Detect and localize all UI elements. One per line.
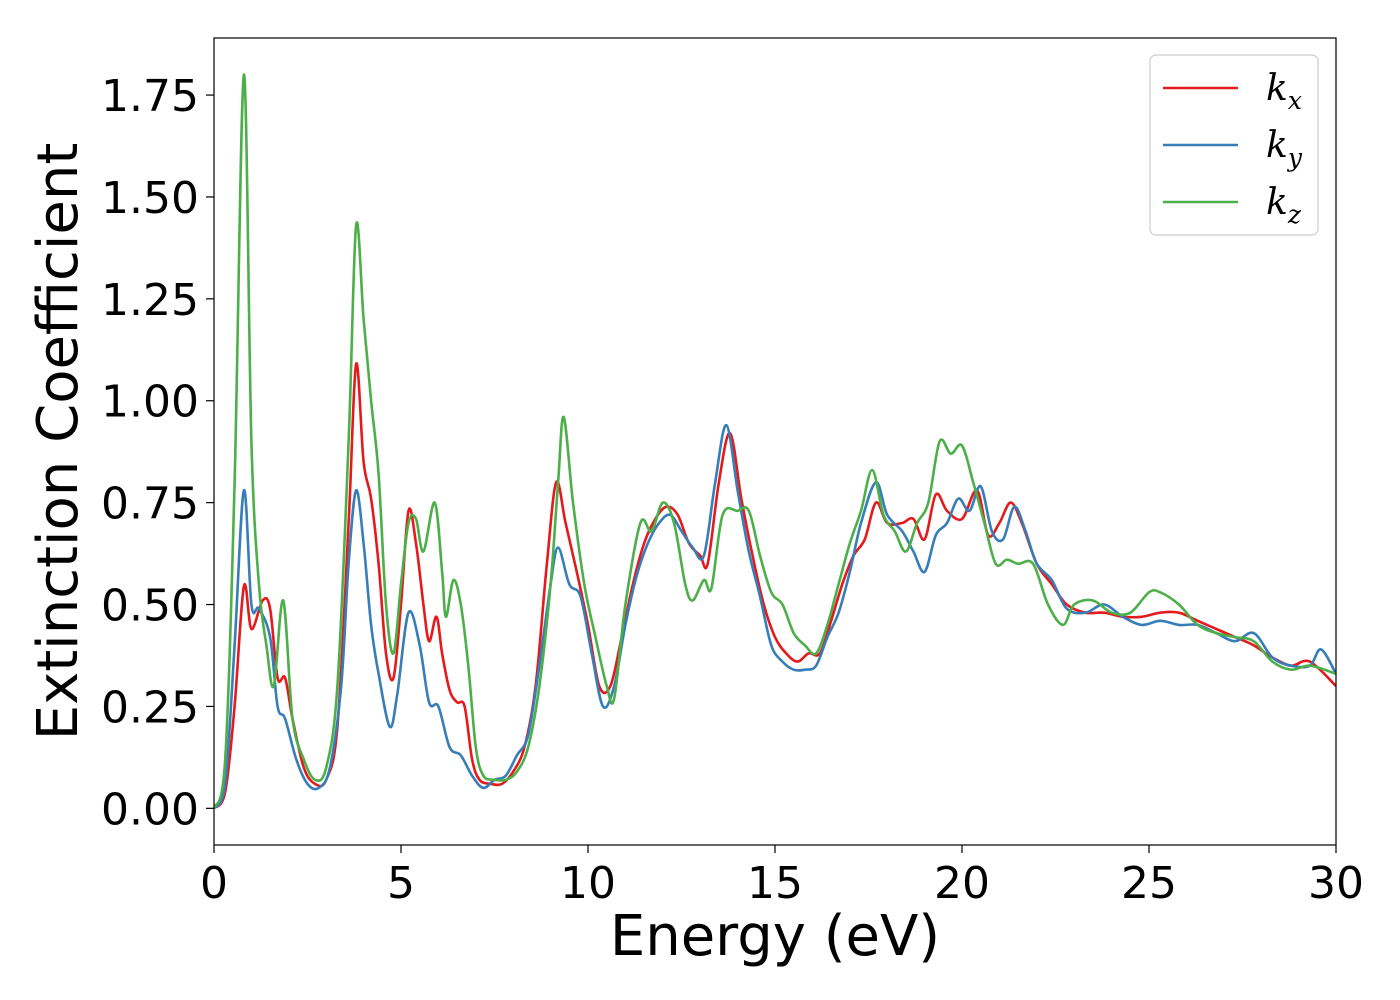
legend-label-kx: kx xyxy=(1266,68,1302,115)
legend-label-kz: kz xyxy=(1266,182,1302,229)
y-tick-label: 0.00 xyxy=(101,784,199,835)
series-line-ky xyxy=(214,423,1336,810)
x-tick-label: 15 xyxy=(747,858,803,909)
y-tick-label: 0.50 xyxy=(101,581,199,632)
x-tick-label: 20 xyxy=(934,858,990,909)
legend: kx ky kz xyxy=(1149,54,1319,236)
y-tick-label: 1.50 xyxy=(101,173,199,224)
y-tick-label: 1.00 xyxy=(101,377,199,428)
x-axis-label: Energy (eV) xyxy=(610,904,940,969)
y-tick-label: 1.25 xyxy=(101,275,199,326)
y-tick-label: 1.75 xyxy=(101,71,199,122)
x-tick-label: 30 xyxy=(1308,858,1364,909)
y-tick-label: 0.75 xyxy=(101,479,199,530)
x-tick-label: 5 xyxy=(387,858,415,909)
y-tick-label: 0.25 xyxy=(101,682,199,733)
series-line-kx xyxy=(214,362,1336,810)
ticks-layer: 0 5 10 15 20 25 30 0.00 0.25 0.50 0.75 1.00 1.25 1.50… xyxy=(101,71,1364,909)
series-layer xyxy=(214,73,1336,810)
plot-frame xyxy=(213,37,1337,846)
x-tick-label: 25 xyxy=(1121,858,1177,909)
y-axis-label: Extinction Coefficient xyxy=(26,143,91,741)
x-tick-label: 10 xyxy=(560,858,616,909)
series-line-kz xyxy=(214,73,1336,809)
legend-label-ky: ky xyxy=(1266,125,1303,172)
x-tick-label: 0 xyxy=(200,858,228,909)
